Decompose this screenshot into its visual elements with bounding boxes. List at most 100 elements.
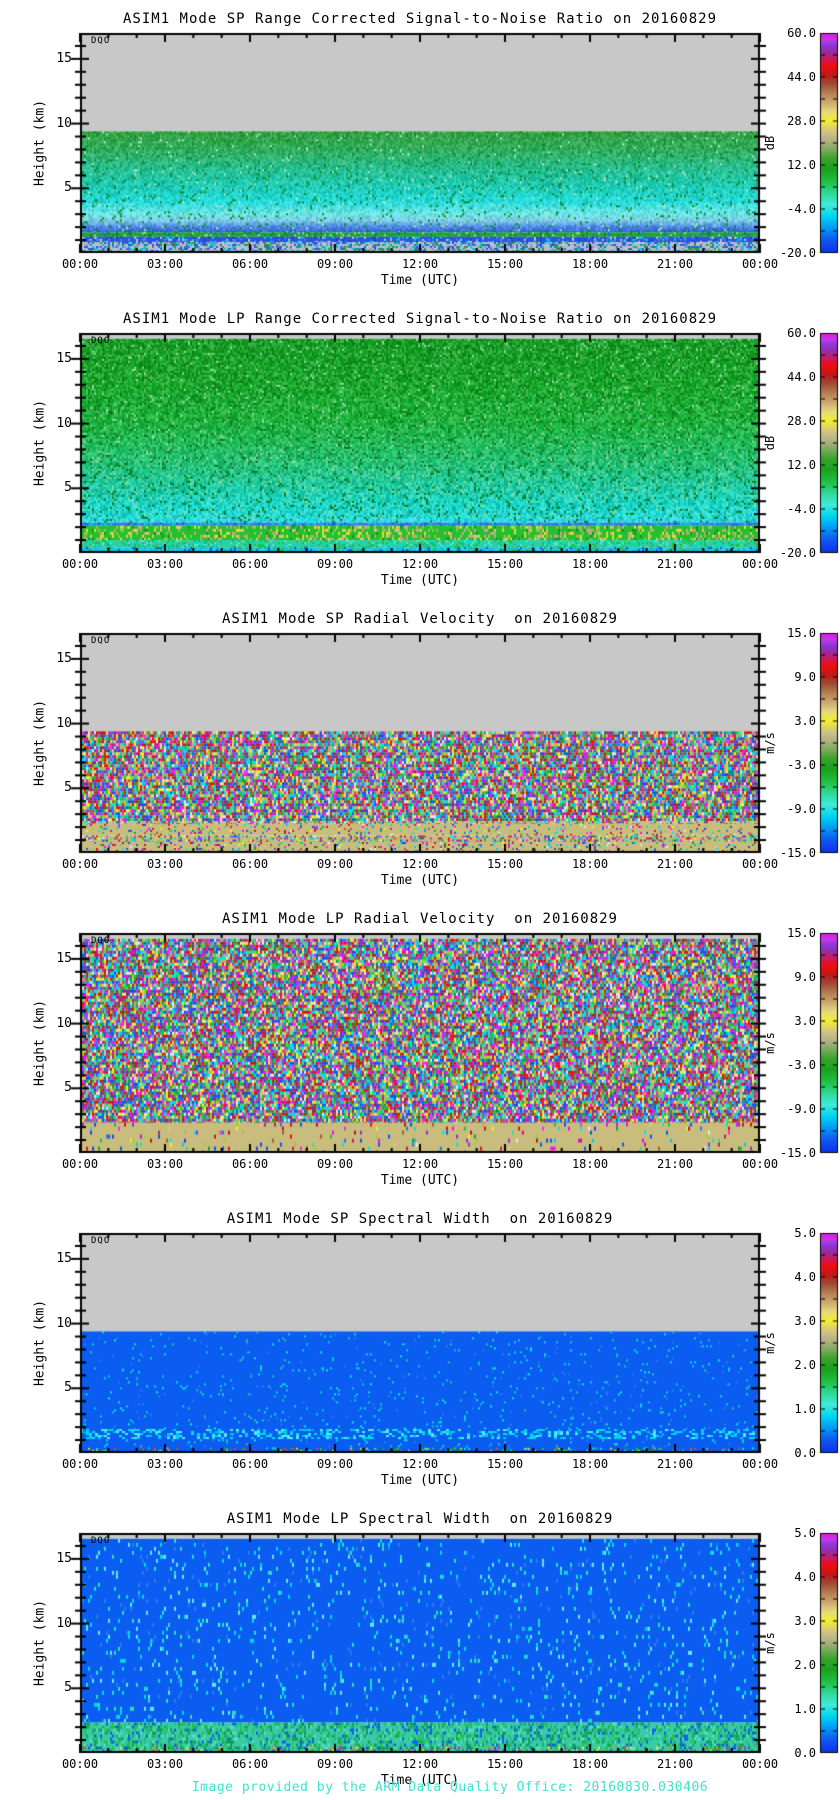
y-axis-title: Height (km) xyxy=(32,399,48,487)
x-tick-label: 06:00 xyxy=(231,257,269,271)
colorbar-tick-label: 9.0 xyxy=(794,670,816,684)
colorbar-unit: m/s xyxy=(763,1032,777,1054)
colorbar-tick-label: -20.0 xyxy=(779,246,816,260)
plot-panel: ASIM1 Mode SP Spectral Width on 20160829… xyxy=(0,1200,840,1500)
colorbar-tick-label: -9.0 xyxy=(787,802,816,816)
x-tick-label: 09:00 xyxy=(316,1157,354,1171)
plot-panel: ASIM1 Mode SP Range Corrected Signal-to-… xyxy=(0,0,840,300)
y-tick-label: 10 xyxy=(56,415,72,431)
x-tick-label: 15:00 xyxy=(486,1757,524,1771)
colorbar-tick-label: -4.0 xyxy=(787,502,816,516)
x-tick-label: 00:00 xyxy=(741,1157,779,1171)
colorbar-tick-label: -3.0 xyxy=(787,1058,816,1072)
x-tick-label: 15:00 xyxy=(486,557,524,571)
colorbar-tick-label: 1.0 xyxy=(794,1702,816,1716)
y-axis-title: Height (km) xyxy=(32,699,48,787)
colorbar-tick-label: -4.0 xyxy=(787,202,816,216)
x-tick-label: 12:00 xyxy=(401,257,439,271)
colorbar-tick-label: 2.0 xyxy=(794,1358,816,1372)
x-tick-label: 00:00 xyxy=(61,857,99,871)
x-tick-label: 18:00 xyxy=(571,557,609,571)
x-axis-title: Time (UTC) xyxy=(380,573,460,588)
colorbar-tick-label: 15.0 xyxy=(787,626,816,640)
x-tick-label: 03:00 xyxy=(146,1457,184,1471)
y-tick-label: 15 xyxy=(56,350,72,366)
colorbar-tick-label: 3.0 xyxy=(794,1314,816,1328)
colorbar-unit: m/s xyxy=(763,1332,777,1354)
colorbar-unit: m/s xyxy=(763,732,777,754)
y-tick-label: 10 xyxy=(56,1315,72,1331)
colorbar-unit: m/s xyxy=(763,1632,777,1654)
colorbar-tick-label: -15.0 xyxy=(779,1146,816,1160)
colorbar-unit: dB xyxy=(763,135,777,151)
plot-title: ASIM1 Mode LP Radial Velocity on 2016082… xyxy=(221,911,618,927)
x-axis-title: Time (UTC) xyxy=(380,873,460,888)
dqo-annotation: DQO xyxy=(91,936,111,946)
colorbar-tick-label: 44.0 xyxy=(787,70,816,84)
heatmap-canvas xyxy=(0,1200,840,1500)
x-tick-label: 12:00 xyxy=(401,1757,439,1771)
x-tick-label: 12:00 xyxy=(401,557,439,571)
dqo-annotation: DQO xyxy=(91,1236,111,1246)
y-tick-label: 10 xyxy=(56,115,72,131)
x-tick-label: 00:00 xyxy=(61,1157,99,1171)
x-tick-label: 15:00 xyxy=(486,1457,524,1471)
x-tick-label: 00:00 xyxy=(741,557,779,571)
colorbar-tick-label: -9.0 xyxy=(787,1102,816,1116)
x-tick-label: 21:00 xyxy=(656,1757,694,1771)
colorbar-tick-label: 60.0 xyxy=(787,326,816,340)
x-tick-label: 00:00 xyxy=(741,1457,779,1471)
y-tick-label: 5 xyxy=(64,480,72,496)
footer-credit: Image provided by the ARM Data Quality O… xyxy=(191,1780,709,1795)
x-tick-label: 18:00 xyxy=(571,1457,609,1471)
colorbar-tick-label: 9.0 xyxy=(794,970,816,984)
x-tick-label: 09:00 xyxy=(316,1457,354,1471)
colorbar-tick-label: 28.0 xyxy=(787,414,816,428)
colorbar-tick-label: 5.0 xyxy=(794,1526,816,1540)
x-tick-label: 00:00 xyxy=(61,1457,99,1471)
y-tick-label: 5 xyxy=(64,780,72,796)
x-tick-label: 00:00 xyxy=(741,857,779,871)
heatmap-canvas xyxy=(0,0,840,300)
colorbar-tick-label: -20.0 xyxy=(779,546,816,560)
plot-panel: ASIM1 Mode LP Spectral Width on 20160829… xyxy=(0,1500,840,1800)
y-axis-title: Height (km) xyxy=(32,999,48,1087)
x-tick-label: 00:00 xyxy=(61,257,99,271)
x-tick-label: 18:00 xyxy=(571,1757,609,1771)
dqo-annotation: DQO xyxy=(91,636,111,646)
colorbar-tick-label: -3.0 xyxy=(787,758,816,772)
colorbar-tick-label: 12.0 xyxy=(787,458,816,472)
x-tick-label: 12:00 xyxy=(401,1157,439,1171)
plot-panel: ASIM1 Mode SP Radial Velocity on 2016082… xyxy=(0,600,840,900)
x-tick-label: 12:00 xyxy=(401,1457,439,1471)
x-tick-label: 09:00 xyxy=(316,1757,354,1771)
x-tick-label: 00:00 xyxy=(741,1757,779,1771)
x-tick-label: 18:00 xyxy=(571,857,609,871)
y-tick-label: 5 xyxy=(64,1680,72,1696)
colorbar-tick-label: 2.0 xyxy=(794,1658,816,1672)
x-tick-label: 00:00 xyxy=(741,257,779,271)
heatmap-canvas xyxy=(0,300,840,600)
x-tick-label: 18:00 xyxy=(571,257,609,271)
dqo-annotation: DQO xyxy=(91,36,111,46)
y-tick-label: 15 xyxy=(56,50,72,66)
colorbar-tick-label: 3.0 xyxy=(794,1014,816,1028)
plot-panel: ASIM1 Mode LP Range Corrected Signal-to-… xyxy=(0,300,840,600)
y-tick-label: 10 xyxy=(56,1615,72,1631)
colorbar-tick-label: 0.0 xyxy=(794,1746,816,1760)
x-tick-label: 00:00 xyxy=(61,557,99,571)
x-axis-title: Time (UTC) xyxy=(380,1173,460,1188)
x-tick-label: 12:00 xyxy=(401,857,439,871)
x-tick-label: 06:00 xyxy=(231,1457,269,1471)
x-axis-title: Time (UTC) xyxy=(380,1773,460,1788)
y-axis-title: Height (km) xyxy=(32,99,48,187)
x-tick-label: 15:00 xyxy=(486,857,524,871)
x-tick-label: 06:00 xyxy=(231,857,269,871)
x-tick-label: 21:00 xyxy=(656,1157,694,1171)
y-axis-title: Height (km) xyxy=(32,1599,48,1687)
colorbar-unit: dB xyxy=(763,435,777,451)
colorbar-tick-label: 4.0 xyxy=(794,1570,816,1584)
x-tick-label: 09:00 xyxy=(316,557,354,571)
